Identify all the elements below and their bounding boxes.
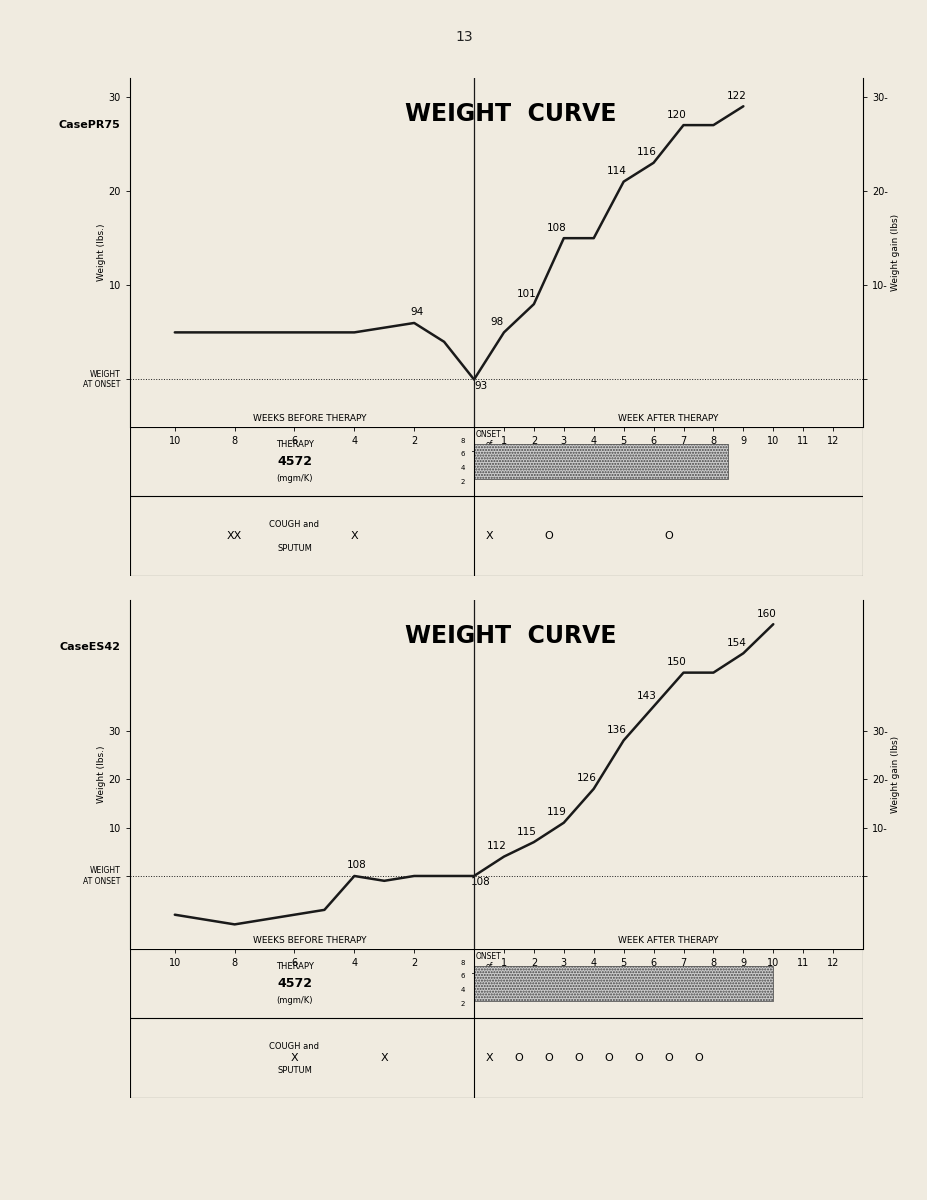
Text: 136: 136 <box>606 725 626 734</box>
Text: O: O <box>514 1054 523 1063</box>
Text: COUGH and: COUGH and <box>269 520 319 529</box>
Text: 101: 101 <box>516 288 536 299</box>
Text: THERAPY: THERAPY <box>275 439 313 449</box>
Text: 4572: 4572 <box>276 455 311 468</box>
Text: O: O <box>574 1054 582 1063</box>
Text: 13: 13 <box>455 30 472 44</box>
Text: X: X <box>485 532 492 541</box>
Text: WEIGHT  CURVE: WEIGHT CURVE <box>405 624 616 648</box>
Text: 2: 2 <box>460 1001 464 1007</box>
Text: 6: 6 <box>460 451 464 457</box>
Text: 4572: 4572 <box>276 977 311 990</box>
Text: 2: 2 <box>460 479 464 485</box>
Text: WEEKS BEFORE THERAPY: WEEKS BEFORE THERAPY <box>252 936 366 946</box>
Text: 8: 8 <box>460 960 464 966</box>
Text: O: O <box>544 532 552 541</box>
Text: X: X <box>350 532 358 541</box>
Text: 150: 150 <box>666 658 686 667</box>
Text: 93: 93 <box>474 380 487 391</box>
Text: 94: 94 <box>410 307 423 318</box>
Text: WEEK AFTER THERAPY: WEEK AFTER THERAPY <box>617 936 717 946</box>
Text: 160: 160 <box>756 608 775 619</box>
Text: O: O <box>603 1054 613 1063</box>
Text: X: X <box>380 1054 387 1063</box>
Text: WEIGHT
AT ONSET: WEIGHT AT ONSET <box>83 370 121 389</box>
Y-axis label: Weight gain (lbs): Weight gain (lbs) <box>890 214 899 290</box>
Text: 126: 126 <box>577 773 596 784</box>
Text: 8: 8 <box>460 438 464 444</box>
Text: 115: 115 <box>516 827 537 836</box>
Text: (mgm/K): (mgm/K) <box>276 474 312 484</box>
Text: CaseES42: CaseES42 <box>59 642 121 652</box>
Y-axis label: Weight gain (lbs): Weight gain (lbs) <box>890 736 899 812</box>
Text: 108: 108 <box>546 223 566 233</box>
Text: O: O <box>633 1054 642 1063</box>
Text: SPUTUM: SPUTUM <box>277 1066 311 1075</box>
Text: WEIGHT
AT ONSET: WEIGHT AT ONSET <box>83 866 121 886</box>
Text: WEIGHT  CURVE: WEIGHT CURVE <box>405 102 616 126</box>
Text: ONSET
of
THERAPY: ONSET of THERAPY <box>471 430 506 460</box>
Text: 98: 98 <box>489 317 503 326</box>
Text: O: O <box>544 1054 552 1063</box>
Text: XX: XX <box>227 532 242 541</box>
Bar <box>474 966 772 1001</box>
Text: 143: 143 <box>636 691 656 701</box>
Text: 116: 116 <box>636 148 656 157</box>
Text: 112: 112 <box>487 841 506 851</box>
Text: 108: 108 <box>471 877 490 887</box>
Text: SPUTUM: SPUTUM <box>277 544 311 553</box>
Y-axis label: Weight (lbs.): Weight (lbs.) <box>96 223 106 281</box>
Text: 6: 6 <box>460 973 464 979</box>
Text: O: O <box>693 1054 702 1063</box>
Bar <box>474 444 728 479</box>
Text: 108: 108 <box>347 860 366 870</box>
Text: X: X <box>485 1054 492 1063</box>
Text: 4: 4 <box>460 466 464 472</box>
Text: X: X <box>290 1054 298 1063</box>
Text: O: O <box>664 532 672 541</box>
Text: WEEK AFTER THERAPY: WEEK AFTER THERAPY <box>617 414 717 424</box>
Text: COUGH and: COUGH and <box>269 1042 319 1051</box>
Text: ONSET
of
THERAPY: ONSET of THERAPY <box>471 952 506 982</box>
Text: 4: 4 <box>460 988 464 994</box>
Text: (mgm/K): (mgm/K) <box>276 996 312 1006</box>
Text: THERAPY: THERAPY <box>275 961 313 971</box>
Text: 119: 119 <box>546 808 566 817</box>
Y-axis label: Weight (lbs.): Weight (lbs.) <box>96 745 106 803</box>
Text: CasePR75: CasePR75 <box>58 120 121 130</box>
Text: WEEKS BEFORE THERAPY: WEEKS BEFORE THERAPY <box>252 414 366 424</box>
Text: O: O <box>664 1054 672 1063</box>
Text: 122: 122 <box>726 91 745 101</box>
Text: 120: 120 <box>666 109 686 120</box>
Text: 154: 154 <box>726 637 745 648</box>
Text: 114: 114 <box>606 166 626 176</box>
